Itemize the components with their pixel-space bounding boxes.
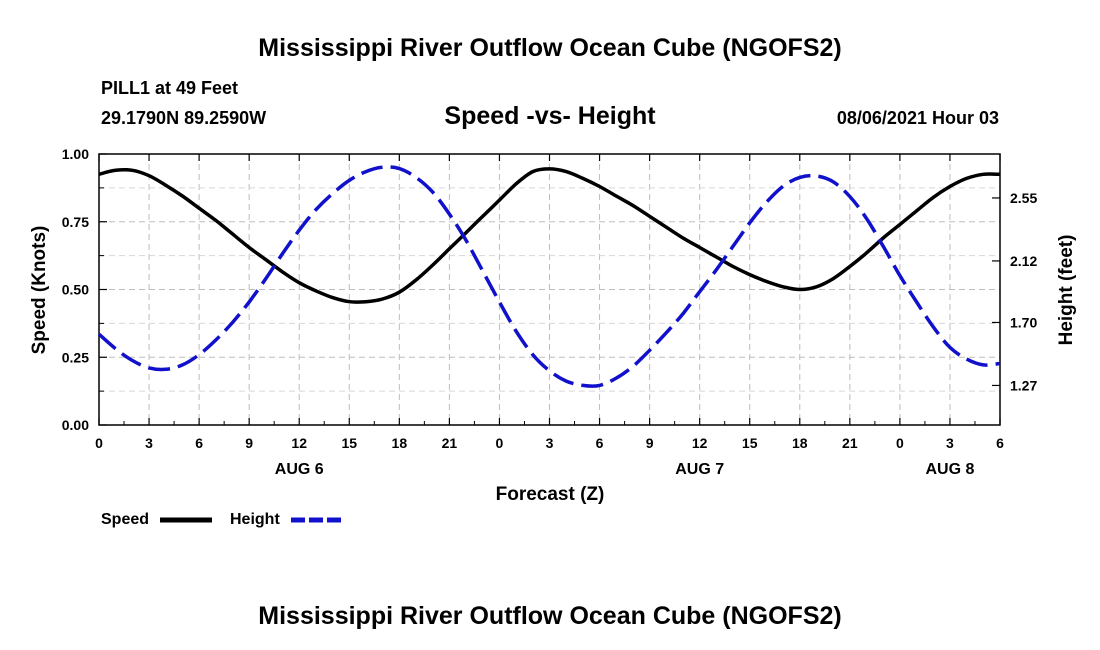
x-tick-label: 21 [442, 435, 458, 451]
axes: 0 3 6 9 12 15 18 21 0 3 6 9 12 15 18 21 0 3 6 AUG 6 AUG 7 AUG… [62, 146, 1038, 478]
x-tick-label: 9 [646, 435, 654, 451]
x-tick-label: 15 [341, 435, 357, 451]
chart-title: Mississippi River Outflow Ocean Cube (NG… [258, 34, 841, 62]
y-left-tick-label: 0.00 [62, 417, 89, 433]
x-tick-label: 15 [742, 435, 758, 451]
grid [99, 154, 1000, 425]
y-axis-left-label: Speed (Knots) [29, 226, 50, 355]
x-tick-label: 3 [145, 435, 153, 451]
x-axis-label: Forecast (Z) [496, 484, 605, 505]
location-label: 29.1790N 89.2590W [101, 108, 266, 128]
y-right-tick-label: 1.27 [1010, 377, 1037, 393]
x-tick-label: 6 [195, 435, 203, 451]
y-right-tick-label: 2.55 [1010, 190, 1037, 206]
speed-series-line [98, 167, 1001, 304]
x-tick-label: 6 [996, 435, 1004, 451]
datetime-label: 08/06/2021 Hour 03 [837, 108, 999, 128]
x-tick-label: 12 [692, 435, 708, 451]
x-tick-label: 18 [792, 435, 808, 451]
day-label: AUG 8 [925, 461, 974, 478]
x-tick-label: 6 [596, 435, 604, 451]
y-left-tick-label: 0.75 [62, 214, 89, 230]
y-left-tick-label: 0.50 [62, 282, 89, 298]
y-axis-right-label: Height (feet) [1056, 235, 1077, 346]
x-tick-label: 0 [896, 435, 904, 451]
y-right-tick-label: 1.70 [1010, 314, 1037, 330]
x-tick-label: 3 [946, 435, 954, 451]
x-tick-label: 18 [392, 435, 408, 451]
x-tick-label: 3 [546, 435, 554, 451]
legend-height-label: Height [230, 511, 280, 528]
y-left-tick-label: 1.00 [62, 146, 89, 162]
y-left-tick-label: 0.25 [62, 349, 89, 365]
x-tick-label: 9 [245, 435, 253, 451]
y-right-tick-label: 2.12 [1010, 253, 1037, 269]
legend-speed-label: Speed [101, 511, 149, 528]
footer-title: Mississippi River Outflow Ocean Cube (NG… [258, 602, 841, 630]
day-label: AUG 7 [675, 461, 724, 478]
legend: Speed Height [101, 511, 343, 528]
x-tick-label: 12 [291, 435, 307, 451]
x-tick-label: 21 [842, 435, 858, 451]
x-tick-label: 0 [496, 435, 504, 451]
series-layer [97, 165, 1001, 388]
height-series-line [97, 165, 1001, 388]
chart-subtitle: Speed -vs- Height [444, 102, 656, 130]
day-label: AUG 6 [275, 461, 324, 478]
x-tick-label: 0 [95, 435, 103, 451]
station-label: PILL1 at 49 Feet [101, 78, 238, 98]
